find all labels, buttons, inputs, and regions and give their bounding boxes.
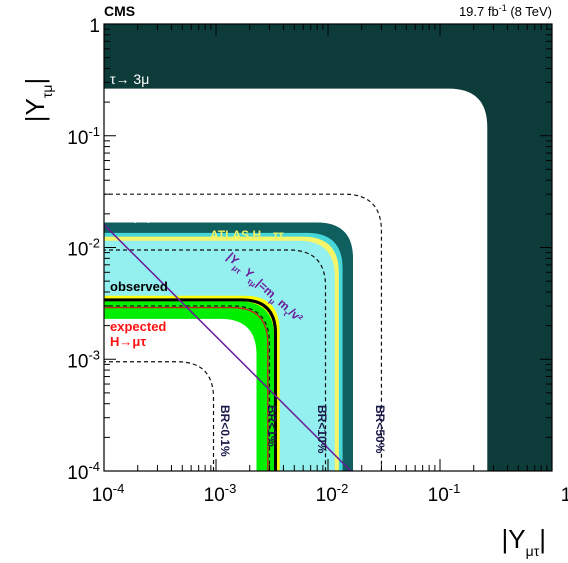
tau-mu-gamma-label: τ→ μ γ: [110, 207, 152, 223]
expected-label: expected: [110, 319, 166, 334]
x-tick-label: 10-3: [204, 481, 237, 506]
y-tick-label: 10-1: [67, 124, 100, 149]
x-axis-title: |Yμτ|: [502, 524, 546, 559]
experiment-label: CMS: [104, 3, 135, 19]
region-boundary-1: [104, 220, 355, 471]
x-tick-label: 10-4: [92, 481, 125, 506]
y-axis-title: |Yτμ|: [20, 78, 55, 122]
br-50-label: BR<50%: [373, 405, 387, 454]
diagonal-line: [104, 224, 352, 471]
contour-expected: [104, 306, 269, 471]
br-10-label: BR<10%: [315, 405, 329, 454]
br-0p1-label: BR<0.1%: [218, 405, 232, 457]
limit-contours: [104, 193, 383, 471]
x-tick-label: 1: [561, 485, 568, 506]
diagonal-label: |Yμτ Yτμ|=mμ mτ/v²: [222, 250, 306, 328]
h-mutau-label: H→μτ: [110, 334, 146, 349]
y-tick-label: 10-2: [67, 236, 100, 261]
excluded-regions: [104, 24, 552, 471]
region-7: [104, 318, 257, 471]
y-tick-label: 1: [89, 16, 100, 37]
contour-br-1-: [104, 305, 271, 471]
y-tick-label: 10-4: [67, 459, 100, 484]
br-1-label: BR<1%: [265, 405, 279, 447]
naturalness-line: [104, 224, 352, 471]
region-boundary-0: [104, 88, 488, 471]
contour-br-50-: [104, 193, 383, 471]
luminosity-label: 19.7 fb-1 (8 TeV): [459, 3, 552, 19]
atlas-label: ATLAS H→ττ: [210, 228, 284, 242]
x-tick-label: 10-1: [428, 481, 461, 506]
tau-3mu-label: τ→ 3μ: [110, 71, 149, 87]
contour-observed: [104, 298, 278, 471]
x-tick-label: 10-2: [316, 481, 349, 506]
y-tick-label: 10-3: [67, 347, 100, 372]
axis-ticks: 10-4 10-3 10-2 10-1 1 10-4 10-3 10-2 10-1 1: [67, 16, 568, 506]
region-0: [104, 24, 552, 471]
observed-label: observed: [110, 279, 168, 294]
